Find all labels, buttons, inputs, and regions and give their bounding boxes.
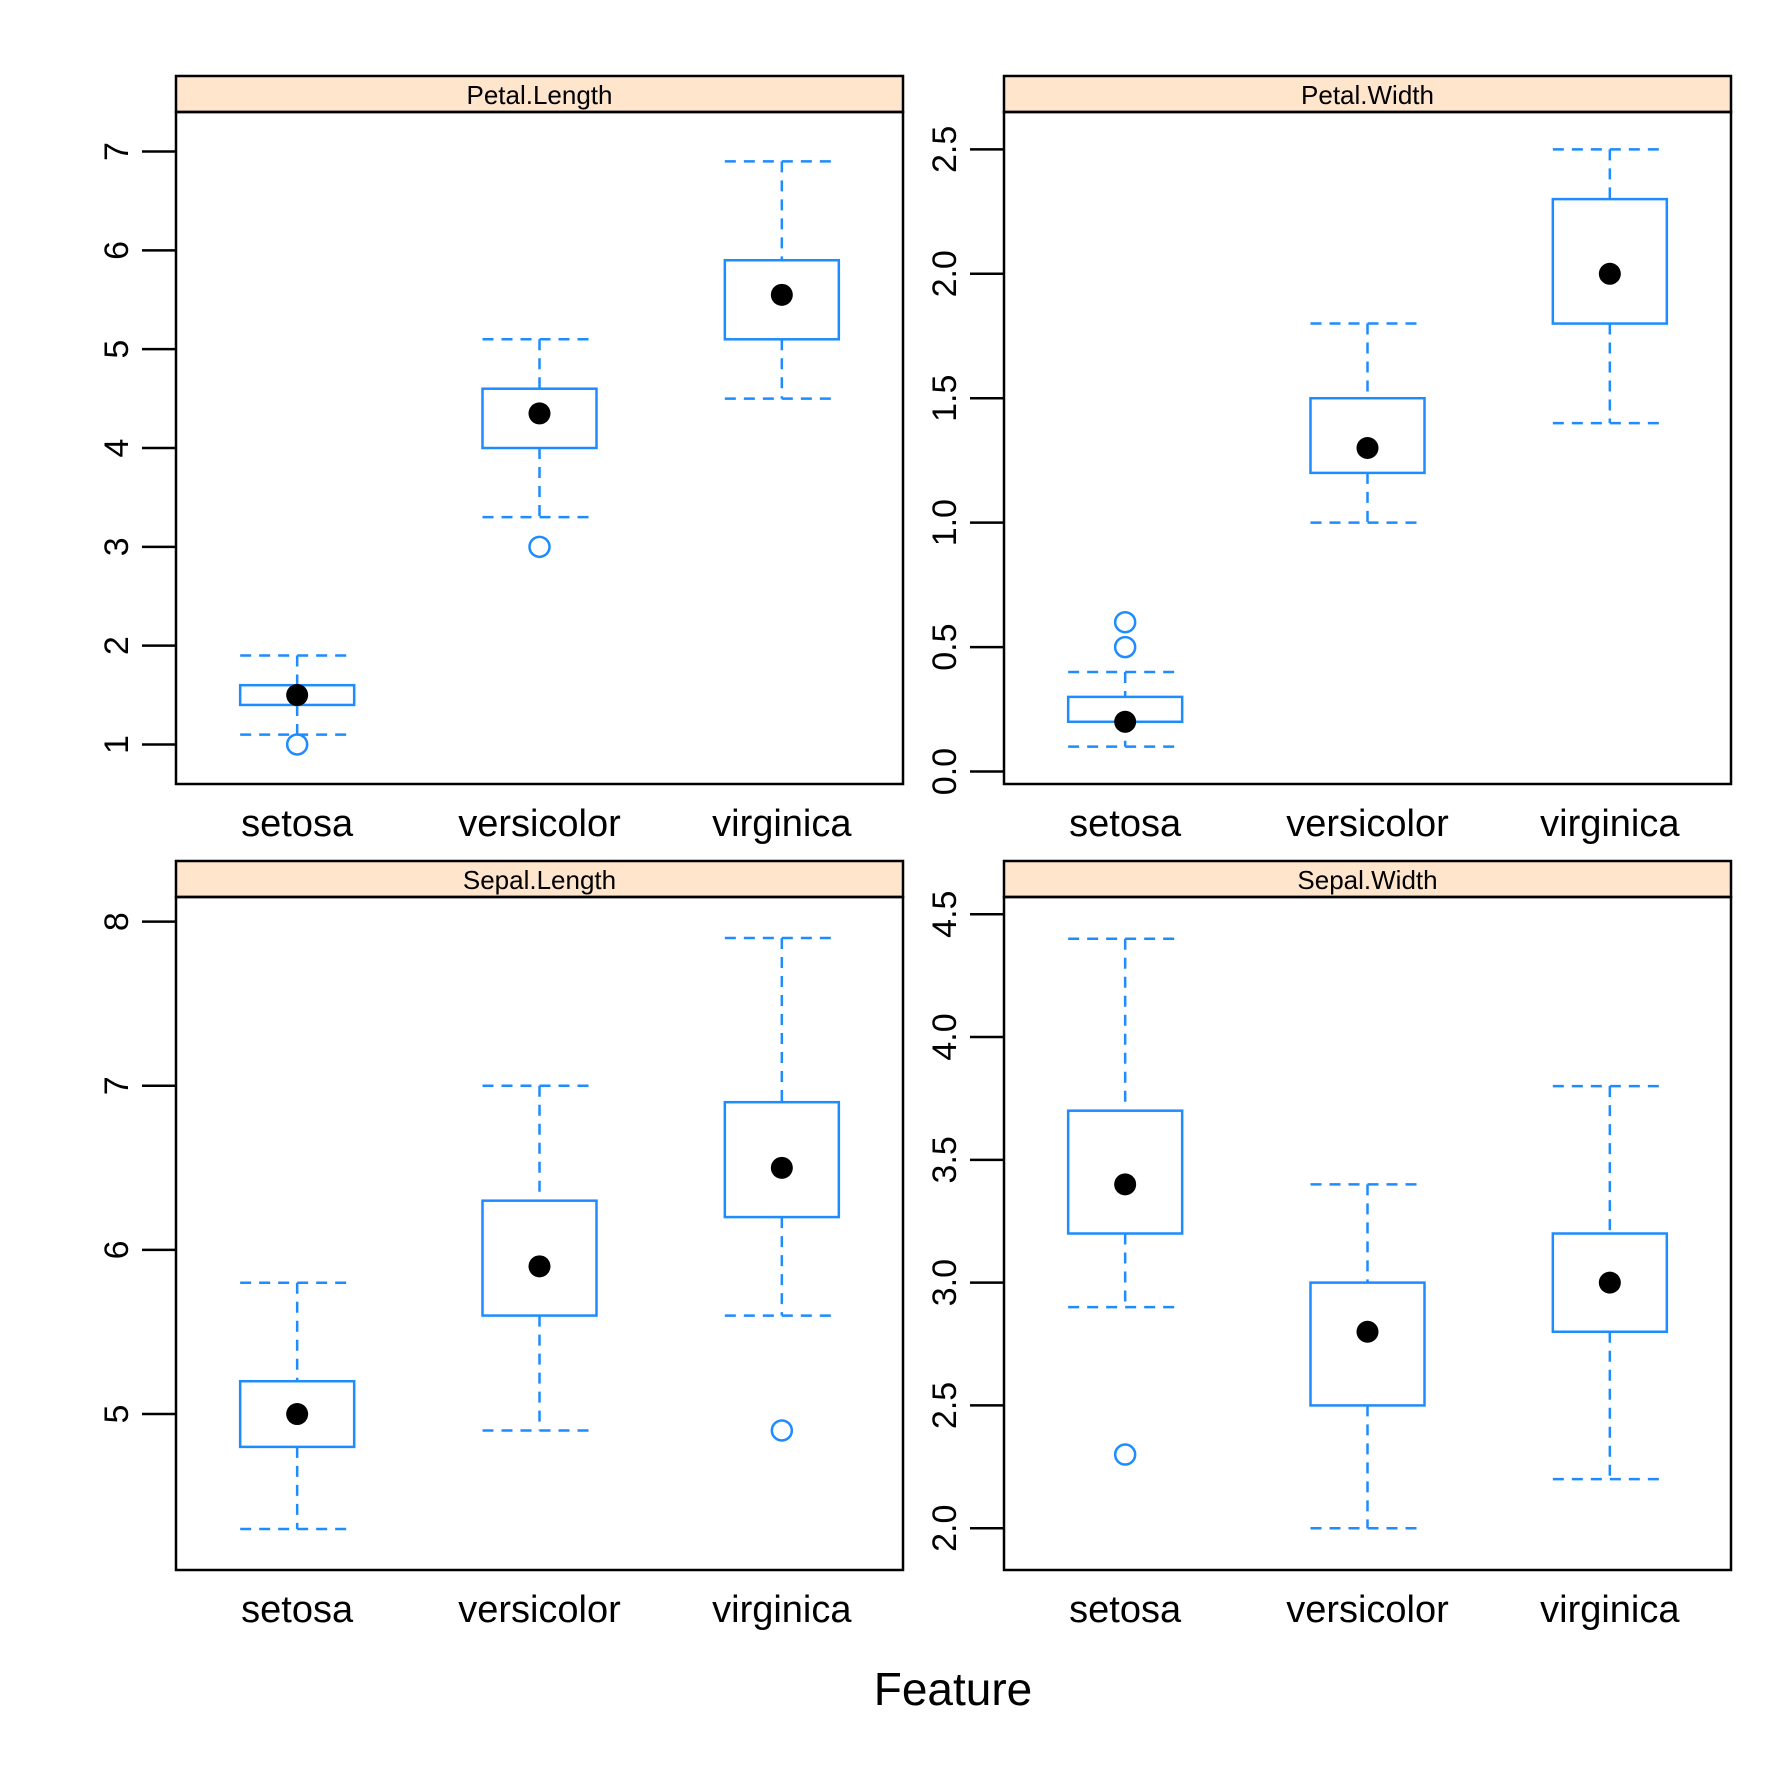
x-tick-label: setosa <box>241 1589 354 1631</box>
x-tick-label: setosa <box>241 803 354 845</box>
y-tick-label: 4 <box>98 439 136 458</box>
box-virginica <box>723 936 841 1442</box>
y-tick-label: 2.0 <box>926 1505 964 1552</box>
outlier-point <box>1113 1443 1137 1466</box>
y-tick-label: 7 <box>98 1076 136 1095</box>
panel-title: Petal.Length <box>466 80 612 110</box>
y-tick-label: 2.0 <box>926 250 964 297</box>
panels: Petal.Length 1 2 3 4 5 6 7 setosa versicolor virgi… <box>98 74 1733 1631</box>
iqr-box <box>723 258 841 341</box>
x-tick-label: versicolor <box>458 1589 621 1631</box>
x-tick-label: virginica <box>712 803 852 845</box>
median-dot <box>770 1156 793 1179</box>
box-versicolor <box>1309 322 1426 524</box>
median-dot <box>528 1255 551 1278</box>
median-dot <box>1114 710 1137 733</box>
y-tick-label: 5 <box>98 1405 136 1424</box>
iqr-box <box>481 387 598 450</box>
median-dot <box>286 1403 309 1426</box>
y-tick-label: 3.5 <box>926 1136 964 1183</box>
y-tick-label: 0.5 <box>926 623 964 670</box>
outlier-point <box>1113 610 1137 634</box>
y-tick-label: 8 <box>98 912 136 931</box>
median-dot <box>528 402 551 425</box>
panel-title: Sepal.Width <box>1297 865 1437 895</box>
y-tick-label: 7 <box>98 142 136 161</box>
iqr-box <box>1309 1281 1426 1407</box>
strip-header <box>1002 74 1733 114</box>
x-tick-label: versicolor <box>458 803 621 845</box>
box-versicolor <box>481 338 598 559</box>
box-versicolor <box>1309 1183 1426 1530</box>
median-dot <box>770 283 793 306</box>
median-dot <box>1598 262 1621 285</box>
panel-title: Sepal.Length <box>463 865 616 895</box>
outlier-point <box>1113 635 1137 659</box>
box-versicolor <box>481 1084 598 1432</box>
outlier-point <box>528 535 551 559</box>
box-virginica <box>1551 1084 1669 1481</box>
panel-petal-width: Petal.Width 0.0 0.5 1.0 1.5 2.0 2.5 setosa versi… <box>926 74 1733 845</box>
box-virginica <box>723 160 841 400</box>
median-dot <box>1356 437 1379 459</box>
x-axis-label: Feature <box>874 1663 1033 1715</box>
y-tick-label: 0.0 <box>926 748 964 795</box>
x-tick-label: versicolor <box>1286 803 1449 845</box>
panel-sepal-width: Sepal.Width 2.0 2.5 3.0 3.5 4.0 4.5 setosa versi… <box>926 859 1733 1631</box>
plot-frame <box>1002 110 1733 786</box>
y-tick-label: 4.0 <box>926 1013 964 1060</box>
y-tick-label: 1.0 <box>926 499 964 546</box>
x-tick-label: virginica <box>1540 803 1680 845</box>
x-tick-label: setosa <box>1069 1589 1182 1631</box>
panel-title: Petal.Width <box>1301 80 1434 110</box>
box-setosa <box>238 654 356 756</box>
strip-header <box>174 859 905 899</box>
y-tick-label: 2.5 <box>926 126 964 173</box>
y-tick-label: 1 <box>98 735 136 754</box>
x-tick-label: virginica <box>1540 1589 1680 1631</box>
plot-frame <box>1002 895 1733 1572</box>
median-dot <box>1598 1271 1621 1294</box>
y-tick-label: 6 <box>98 1240 136 1259</box>
iqr-box <box>238 1379 356 1449</box>
y-tick-label: 5 <box>98 340 136 359</box>
median-dot <box>1356 1320 1379 1343</box>
iqr-box <box>1066 1109 1184 1235</box>
panel-sepal-length: Sepal.Length 5 6 7 8 setosa versicolor virginic… <box>98 859 905 1631</box>
iqr-box <box>481 1199 598 1317</box>
outlier-point <box>285 733 309 756</box>
x-tick-label: setosa <box>1069 803 1182 845</box>
median-dot <box>1114 1173 1137 1196</box>
y-tick-label: 3.0 <box>926 1259 964 1306</box>
y-tick-label: 4.5 <box>926 891 964 938</box>
median-dot <box>286 684 309 707</box>
y-tick-label: 2.5 <box>926 1382 964 1429</box>
strip-header <box>1002 859 1733 899</box>
x-tick-label: virginica <box>712 1589 852 1631</box>
outlier-point <box>770 1419 794 1442</box>
box-setosa <box>1066 610 1184 748</box>
iqr-box <box>1551 197 1669 325</box>
iqr-box <box>723 1100 841 1219</box>
y-tick-label: 3 <box>98 537 136 556</box>
box-setosa <box>1066 937 1184 1466</box>
plot-frame <box>174 895 905 1572</box>
y-tick-label: 6 <box>98 241 136 260</box>
y-tick-label: 2 <box>98 636 136 655</box>
x-tick-label: versicolor <box>1286 1589 1449 1631</box>
strip-header <box>174 74 905 114</box>
box-virginica <box>1551 148 1669 425</box>
iqr-box <box>1551 1232 1669 1333</box>
box-setosa <box>238 1281 356 1531</box>
y-tick-label: 1.5 <box>926 375 964 422</box>
iqr-box <box>1309 396 1426 475</box>
panel-petal-length: Petal.Length 1 2 3 4 5 6 7 setosa versicolor virgi… <box>98 74 905 845</box>
